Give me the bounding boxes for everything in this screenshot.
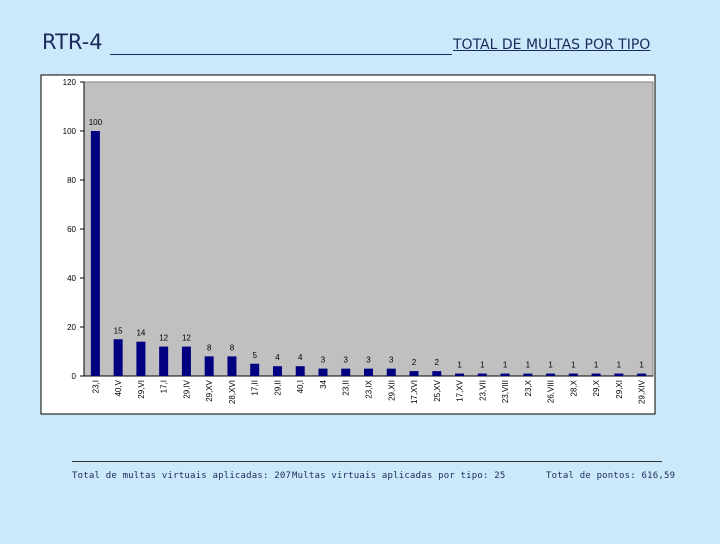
bar [568,373,578,376]
x-tick-label: 17,XV [456,379,465,401]
data-label: 14 [136,329,145,338]
data-label: 1 [503,361,508,370]
x-tick-label: 29,XI [615,380,624,399]
x-tick-label: 23,I [91,380,100,393]
bar [227,356,237,376]
data-label: 1 [639,361,644,370]
data-label: 1 [594,361,599,370]
data-label: 3 [321,356,326,365]
y-tick-label: 20 [67,323,76,332]
bar [477,373,487,376]
plot-area [83,81,654,377]
data-label: 3 [344,356,349,365]
x-tick-label: 29,VI [137,380,146,399]
x-tick-label: 29,XII [387,380,396,401]
x-tick-label: 28,XVI [228,380,237,404]
y-tick-label: 60 [67,225,76,234]
bar [341,368,351,376]
x-tick-label: 26,VIII [547,380,556,403]
data-label: 5 [252,351,257,360]
footer-multas-por-tipo: Multas virtuais aplicadas por tipo: 25 [292,471,506,481]
x-tick-label: 25,XV [433,379,442,401]
data-label: 1 [617,361,622,370]
data-label: 12 [182,334,191,343]
x-tick-label: 17,I [160,380,169,393]
bar [204,356,214,376]
x-tick-label: 29,IV [182,379,191,398]
x-tick-label: 29,XV [205,379,214,401]
y-tick-label: 120 [63,78,77,87]
bar [614,373,624,376]
y-tick-label: 40 [67,274,76,283]
bar [136,341,146,376]
data-label: 12 [159,334,168,343]
slide-title: RTR-4 [42,30,103,54]
data-label: 3 [366,356,371,365]
data-label: 4 [275,353,280,362]
bar [295,366,305,376]
x-tick-label: 40,V [114,379,123,396]
x-tick-label: 29,II [273,380,282,396]
data-label: 8 [207,343,212,352]
bar [181,346,191,376]
bar [90,131,100,376]
x-tick-label: 34 [319,379,328,388]
data-label: 1 [571,361,576,370]
x-tick-label: 23,X [524,379,533,396]
data-label: 2 [435,358,440,367]
bar [500,373,510,376]
bar [523,373,533,376]
footer-divider [72,461,662,462]
y-tick-label: 100 [63,127,77,136]
bar [546,373,556,376]
data-label: 2 [412,358,417,367]
data-label: 100 [89,118,103,127]
data-label: 1 [480,361,485,370]
bar [272,366,282,376]
x-tick-label: 17,II [251,380,260,396]
x-tick-label: 29,X [592,379,601,396]
x-tick-label: 23,VIII [501,380,510,403]
bar [250,363,260,376]
data-label: 3 [389,356,394,365]
bar [637,373,647,376]
footer-total-pontos: Total de pontos: 616,59 [546,471,676,481]
chart-heading: TOTAL DE MULTAS POR TIPO [453,37,651,53]
bar [159,346,169,376]
x-tick-label: 23,IX [365,379,374,398]
bar [432,371,442,376]
data-label: 1 [548,361,553,370]
x-tick-label: 23,VII [478,380,487,401]
data-label: 4 [298,353,303,362]
x-tick-label: 28,X [569,379,578,396]
x-tick-label: 29,XIV [638,379,647,404]
bar [409,371,419,376]
x-tick-label: 40,I [296,380,305,393]
footer-total-multas: Total de multas virtuais aplicadas: 207 [72,471,292,481]
y-tick-label: 0 [72,372,77,381]
data-label: 15 [114,326,123,335]
x-tick-label: 17,XVI [410,380,419,404]
bar [455,373,465,376]
bar [318,368,328,376]
bar [591,373,601,376]
data-label: 8 [230,343,235,352]
x-tick-label: 23,II [342,380,351,396]
bar [386,368,396,376]
title-underline [110,54,452,55]
y-tick-label: 80 [67,176,76,185]
bar [113,339,123,376]
data-label: 1 [457,361,462,370]
data-label: 1 [526,361,531,370]
bar [364,368,373,376]
